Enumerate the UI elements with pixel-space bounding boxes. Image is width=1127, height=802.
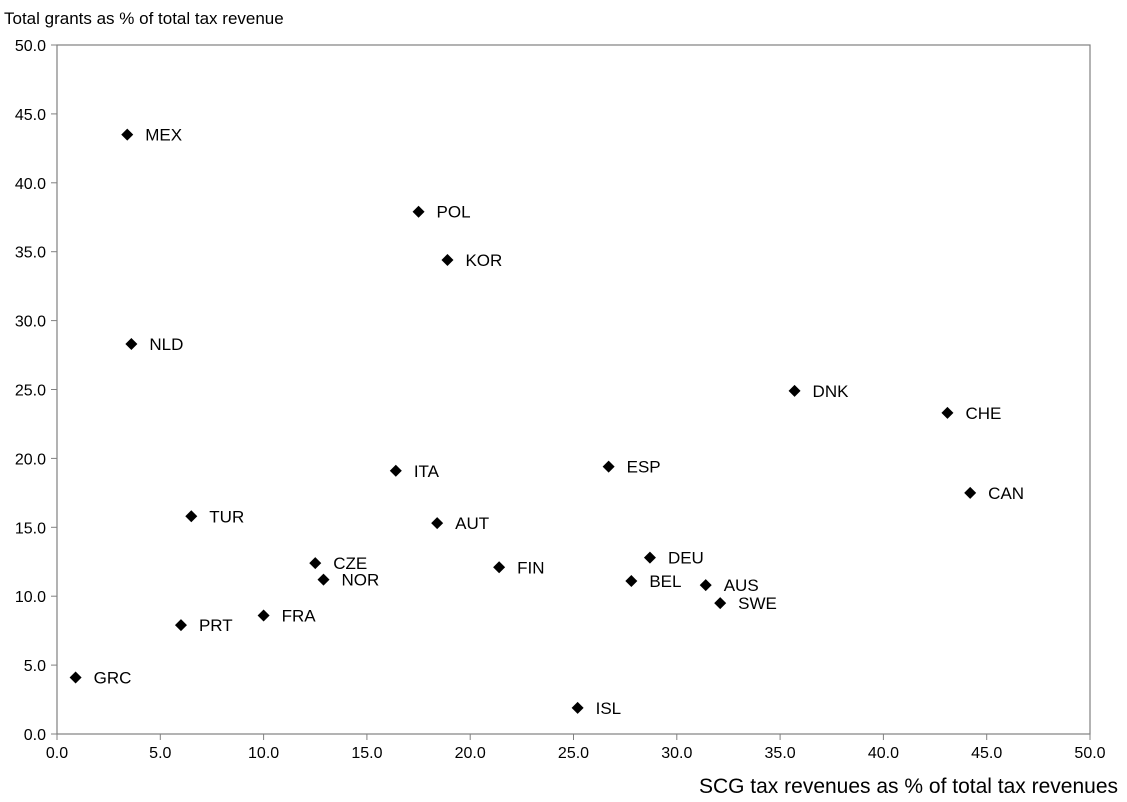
data-label-nld: NLD <box>149 335 183 354</box>
data-label-isl: ISL <box>596 699 622 718</box>
data-label-esp: ESP <box>627 458 661 477</box>
data-point-dnk <box>788 384 801 397</box>
data-label-swe: SWE <box>738 594 777 613</box>
data-label-can: CAN <box>988 484 1024 503</box>
x-tick-label: 5.0 <box>149 745 171 762</box>
y-tick-label: 45.0 <box>15 107 46 124</box>
y-tick-label: 25.0 <box>15 383 46 400</box>
data-point-deu <box>643 551 656 564</box>
data-label-pol: POL <box>437 203 471 222</box>
data-point-nld <box>125 338 138 351</box>
x-tick-label: 45.0 <box>971 745 1002 762</box>
data-point-fin <box>493 561 506 574</box>
data-point-tur <box>185 510 198 523</box>
y-tick-label: 40.0 <box>15 176 46 193</box>
x-tick-label: 20.0 <box>455 745 486 762</box>
x-tick-label: 25.0 <box>558 745 589 762</box>
y-axis-ticks: 0.0 5.0 10.0 15.0 20.0 25.0 30.0 35.0 40.0 45.0 50… <box>15 38 57 744</box>
data-label-mex: MEX <box>145 126 182 145</box>
y-tick-label: 5.0 <box>24 658 46 675</box>
data-label-nor: NOR <box>342 571 380 590</box>
data-point-pol <box>412 205 425 218</box>
data-point-che <box>941 406 954 419</box>
data-label-cze: CZE <box>333 554 367 573</box>
y-tick-label: 20.0 <box>15 451 46 468</box>
data-point-prt <box>174 619 187 632</box>
y-tick-label: 0.0 <box>24 727 46 744</box>
x-tick-label: 50.0 <box>1074 745 1105 762</box>
x-axis-title: SCG tax revenues as % of total tax reven… <box>699 775 1118 798</box>
x-axis-ticks: 0.0 5.0 10.0 15.0 20.0 25.0 30.0 35.0 40.0 45.0 50… <box>46 734 1106 762</box>
data-label-fra: FRA <box>282 606 317 625</box>
data-label-dnk: DNK <box>813 382 850 401</box>
data-point-cze <box>309 557 322 570</box>
data-label-bel: BEL <box>649 572 681 591</box>
data-label-che: CHE <box>965 404 1001 423</box>
data-label-aut: AUT <box>455 514 489 533</box>
x-tick-label: 15.0 <box>351 745 382 762</box>
x-tick-label: 30.0 <box>661 745 692 762</box>
data-point-aus <box>699 579 712 592</box>
y-axis-title: Total grants as % of total tax revenue <box>4 9 284 28</box>
data-label-prt: PRT <box>199 616 233 635</box>
data-point-aut <box>431 517 444 530</box>
data-point-grc <box>69 671 82 684</box>
x-tick-label: 0.0 <box>46 745 68 762</box>
y-tick-label: 30.0 <box>15 314 46 331</box>
data-point-mex <box>121 128 134 141</box>
data-label-kor: KOR <box>465 251 502 270</box>
data-point-nor <box>317 573 330 586</box>
data-point-ita <box>389 464 402 477</box>
data-point-can <box>964 486 977 499</box>
data-label-grc: GRC <box>94 669 132 688</box>
data-point-esp <box>602 460 615 473</box>
x-tick-label: 40.0 <box>868 745 899 762</box>
data-label-ita: ITA <box>414 462 440 481</box>
data-point-bel <box>625 575 638 588</box>
plot-area <box>56 44 1091 735</box>
y-tick-label: 10.0 <box>15 589 46 606</box>
data-label-tur: TUR <box>209 507 244 526</box>
x-tick-label: 10.0 <box>248 745 279 762</box>
data-point-kor <box>441 253 454 266</box>
data-point-fra <box>257 609 270 622</box>
x-tick-label: 35.0 <box>765 745 796 762</box>
y-tick-label: 15.0 <box>15 520 46 537</box>
data-label-aus: AUS <box>724 576 759 595</box>
data-label-fin: FIN <box>517 558 544 577</box>
data-point-isl <box>571 701 584 714</box>
data-point-swe <box>714 597 727 610</box>
y-tick-label: 35.0 <box>15 245 46 262</box>
data-label-deu: DEU <box>668 549 704 568</box>
y-tick-label: 50.0 <box>15 38 46 55</box>
